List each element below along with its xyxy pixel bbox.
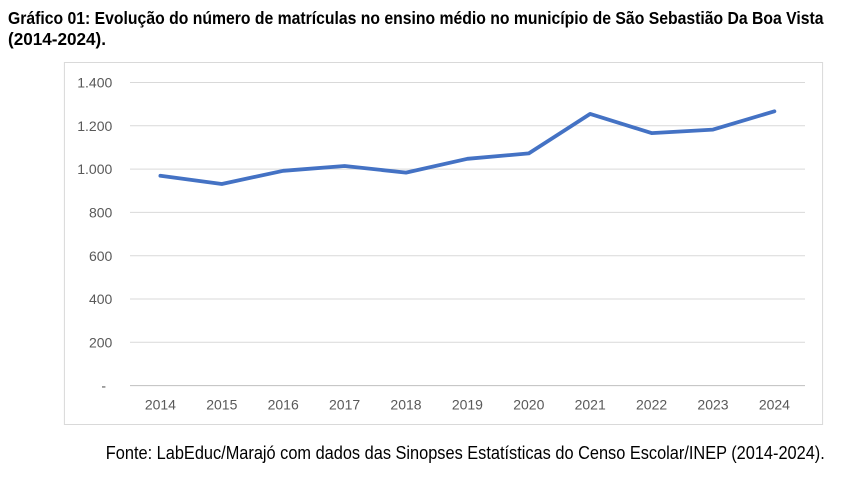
svg-text:2014: 2014 [145,397,176,413]
svg-text:2017: 2017 [329,397,360,413]
svg-text:Gráfico 01: Evolução do número: Gráfico 01: Evolução do número de matríc… [8,8,824,28]
svg-text:2020: 2020 [513,397,544,413]
svg-text:400: 400 [89,291,113,307]
svg-text:2016: 2016 [268,397,299,413]
svg-text:Fonte: LabEduc/Marajó com dado: Fonte: LabEduc/Marajó com dados das Sino… [106,442,825,463]
svg-text:200: 200 [89,334,113,350]
svg-text:2019: 2019 [452,397,483,413]
svg-text:2023: 2023 [697,397,728,413]
svg-text:1.400: 1.400 [77,75,112,91]
svg-text:2022: 2022 [636,397,667,413]
svg-text:2018: 2018 [390,397,421,413]
svg-text:(2014-2024).: (2014-2024). [8,29,106,49]
svg-text:2024: 2024 [759,397,790,413]
svg-text:-: - [101,378,106,394]
svg-text:600: 600 [89,248,113,264]
svg-text:1.200: 1.200 [77,118,112,134]
svg-text:2021: 2021 [575,397,606,413]
svg-text:2015: 2015 [206,397,237,413]
svg-text:800: 800 [89,205,113,221]
svg-text:1.000: 1.000 [77,161,112,177]
